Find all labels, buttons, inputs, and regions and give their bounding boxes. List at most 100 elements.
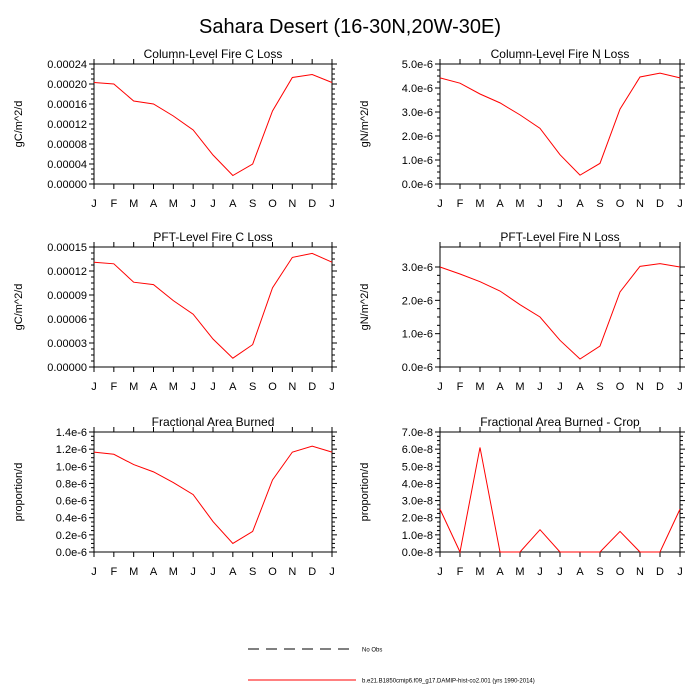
panel-fraction-burned-crop: Fractional Area Burned - Crop proportion/… [359,415,685,578]
y-axis-label: gN/m^2/d [359,284,371,331]
chart-title: Fractional Area Burned [152,415,275,429]
page-title: Sahara Desert (16-30N,20W-30E) [199,16,501,38]
x-tick-label: A [496,381,504,393]
plot-frame [93,63,333,185]
panel-fraction-burned: Fractional Area Burned proportion/d 0.0e-6… [13,415,337,578]
x-tick-label: N [636,198,644,210]
y-tick-label: 2.0e-6 [402,131,433,143]
x-tick-label: N [288,566,296,578]
y-tick-label: 2.0e-8 [402,513,433,525]
x-tick-label: N [636,566,644,578]
panel-column-c: Column-Level Fire C Loss gC/m^2/d 0.00000 0… [13,47,337,210]
y-tick-label: 0.00003 [47,338,87,350]
x-tick-label: J [557,198,563,210]
x-tick-label: J [677,381,683,393]
series-line [439,447,681,554]
x-tick-label: J [537,566,543,578]
chart-title: PFT-Level Fire N Loss [500,230,619,244]
x-tick-label: M [129,566,138,578]
plot-frame [439,431,681,553]
y-tick-label: 1.0e-6 [56,461,87,473]
y-axis-label: proportion/d [13,463,25,522]
x-tick-label: J [677,198,683,210]
y-tick-label: 0.00012 [47,266,87,278]
x-tick-label: J [91,198,97,210]
x-tick-label: J [557,566,563,578]
y-tick-label: 1.4e-6 [56,427,87,439]
panel-pft-n: PFT-Level Fire N Loss gN/m^2/d 0.0e-6 1.0e-… [359,230,685,393]
x-tick-label: D [308,566,316,578]
x-tick-label: O [268,566,277,578]
y-axis-label: gC/m^2/d [13,284,25,331]
y-tick-label: 0.0e-6 [402,362,433,374]
x-tick-label: D [308,381,316,393]
x-tick-label: A [150,566,158,578]
x-tick-label: A [229,381,237,393]
x-tick-label: A [496,566,504,578]
plot-frame [439,246,681,368]
x-tick-label: J [91,566,97,578]
plot-frame [439,63,681,185]
x-tick-label: D [656,198,664,210]
x-tick-label: J [537,381,543,393]
y-tick-label: 1.0e-8 [402,530,433,542]
chart-title: Column-Level Fire N Loss [491,47,630,61]
x-tick-label: F [110,381,117,393]
x-tick-label: M [129,198,138,210]
x-tick-label: A [229,198,237,210]
x-tick-label: M [515,198,524,210]
x-tick-label: A [150,198,158,210]
x-tick-label: A [576,566,584,578]
x-tick-label: M [169,566,178,578]
x-tick-label: S [249,566,256,578]
series-line [439,72,681,176]
x-tick-label: J [329,566,335,578]
x-tick-label: J [329,198,335,210]
x-tick-label: J [557,381,563,393]
y-tick-label: 0.00016 [47,99,87,111]
series-line [93,73,333,177]
y-tick-label: 0.00004 [47,159,87,171]
x-tick-label: J [329,381,335,393]
y-tick-label: 0.00015 [47,242,87,254]
series-line [93,445,333,545]
x-tick-label: O [268,381,277,393]
x-tick-label: S [596,566,603,578]
y-tick-label: 5.0e-8 [402,461,433,473]
y-tick-label: 4.0e-8 [402,478,433,490]
x-tick-label: S [596,198,603,210]
y-tick-label: 0.2e-6 [56,530,87,542]
y-tick-label: 3.0e-6 [402,262,433,274]
x-tick-label: J [190,381,196,393]
x-tick-label: J [91,381,97,393]
y-tick-label: 4.0e-6 [402,83,433,95]
x-tick-label: N [636,381,644,393]
x-tick-label: M [475,566,484,578]
y-tick-label: 5.0e-6 [402,59,433,71]
y-tick-label: 0.00024 [47,59,87,71]
legend-label-no-obs: No Obs [362,648,382,654]
y-tick-label: 0.00012 [47,119,87,131]
panel-pft-c: PFT-Level Fire C Loss gC/m^2/d 0.00000 0.00… [13,230,337,393]
x-tick-label: O [616,381,625,393]
legend-label-model: b.e21.B1850cmip6.f09_g17.DAMIP-hist-co2.… [362,679,535,685]
x-tick-label: S [249,198,256,210]
chart-title: Fractional Area Burned - Crop [480,415,640,429]
x-tick-label: J [210,566,216,578]
chart-title: PFT-Level Fire C Loss [153,230,272,244]
x-tick-label: M [169,381,178,393]
x-tick-label: F [457,198,464,210]
y-tick-label: 3.0e-6 [402,107,433,119]
x-tick-label: F [457,381,464,393]
y-tick-label: 0.0e-6 [402,179,433,191]
y-tick-label: 0.00020 [47,79,87,91]
y-tick-label: 0.4e-6 [56,513,87,525]
x-tick-label: J [437,566,443,578]
plot-frame [93,246,333,368]
x-tick-label: O [616,566,625,578]
y-tick-label: 6.0e-8 [402,444,433,456]
x-tick-label: F [110,566,117,578]
x-tick-label: S [596,381,603,393]
x-tick-label: J [210,198,216,210]
